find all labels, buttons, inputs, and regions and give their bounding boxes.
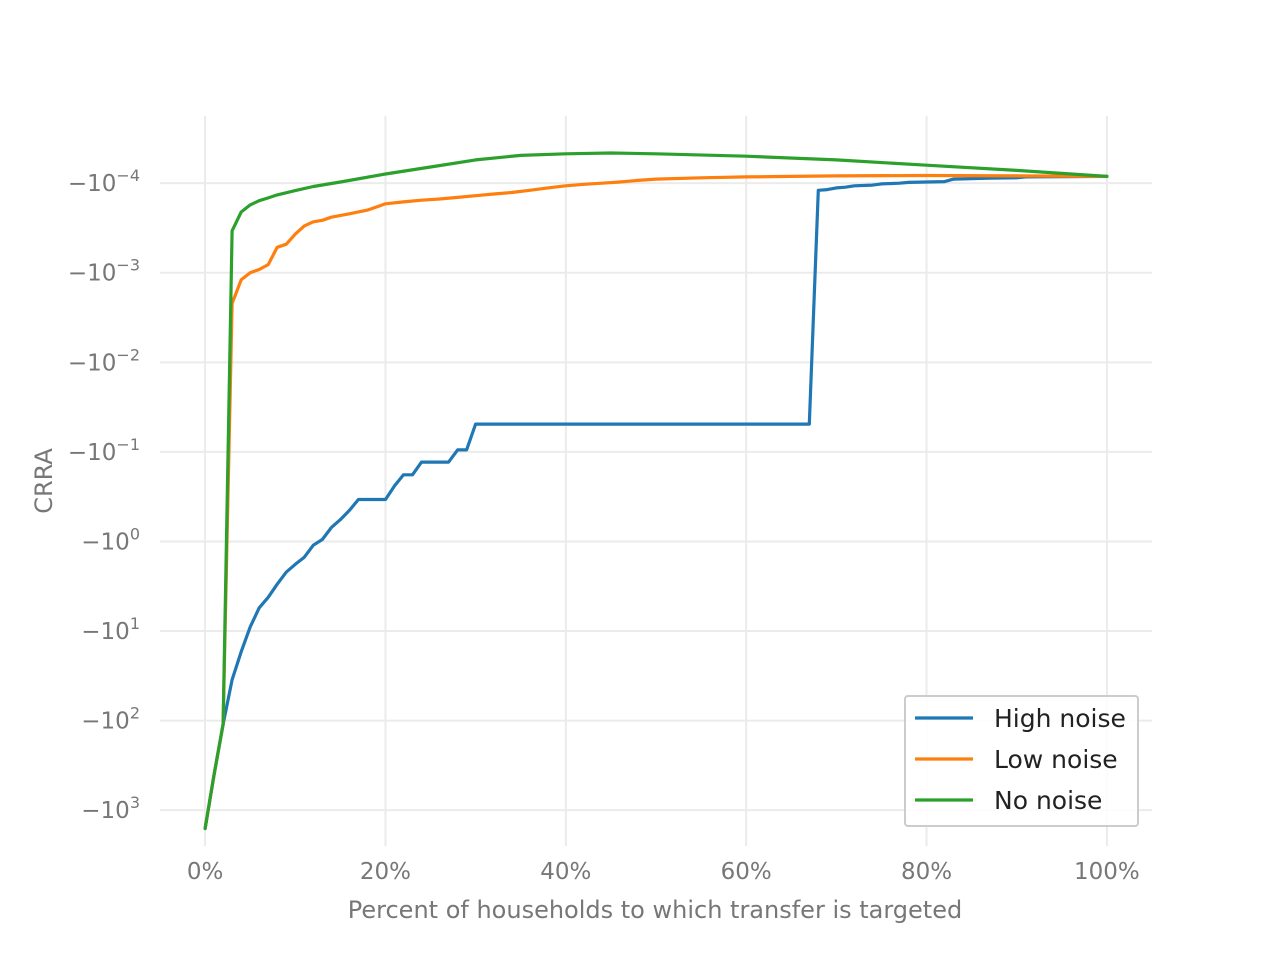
y-tick-base: −10 <box>68 440 117 466</box>
y-tick-base: −10 <box>81 709 130 735</box>
y-tick-exponent: −1 <box>116 435 140 454</box>
series-line-low-noise <box>203 173 1109 831</box>
y-tick-exponent: 0 <box>130 524 140 543</box>
x-tick-label: 60% <box>721 859 772 885</box>
y-tick-exponent: −4 <box>116 166 140 185</box>
legend: High noise Low noise No noise <box>904 695 1139 827</box>
x-tick-label: 20% <box>360 859 411 885</box>
y-tick-base: −10 <box>81 798 130 824</box>
y-tick-base: −10 <box>68 261 117 287</box>
y-tick-base: −10 <box>68 350 117 376</box>
y-tick-base: −10 <box>68 171 117 197</box>
x-axis-title: Percent of households to which transfer … <box>348 896 962 924</box>
y-tick-exponent: 2 <box>130 704 140 723</box>
x-tick-label: 100% <box>1074 859 1140 885</box>
y-tick-exponent: 3 <box>130 793 140 812</box>
legend-label: No noise <box>994 786 1102 815</box>
y-tick-labels: −10−4−10−3−10−2−10−1−100−101−102−103 <box>68 166 140 824</box>
x-tick-label: 40% <box>540 859 591 885</box>
y-tick-exponent: −2 <box>116 345 140 364</box>
x-tick-label: 80% <box>901 859 952 885</box>
y-tick-label: −102 <box>81 704 140 735</box>
legend-box <box>904 695 1139 827</box>
series-line-no-noise <box>203 151 1109 831</box>
y-tick-label: −100 <box>81 524 140 555</box>
legend-label: High noise <box>994 704 1126 733</box>
y-tick-base: −10 <box>81 619 130 645</box>
x-tick-label: 0% <box>187 859 224 885</box>
y-tick-label: −10−3 <box>68 256 140 287</box>
legend-label: Low noise <box>994 745 1118 774</box>
series-line-high-noise <box>203 174 1109 831</box>
y-tick-exponent: −3 <box>116 256 140 275</box>
y-tick-base: −10 <box>81 529 130 555</box>
y-tick-label: −103 <box>81 793 140 824</box>
legend-items: High noise Low noise No noise <box>915 704 1126 815</box>
x-tick-labels: 0% 20% 40% 60% 80% 100% <box>187 859 1140 885</box>
y-axis-title: CRRA <box>30 448 58 514</box>
y-tick-label: −101 <box>81 614 140 645</box>
y-tick-label: −10−2 <box>68 345 140 376</box>
y-tick-exponent: 1 <box>130 614 140 633</box>
y-tick-label: −10−4 <box>68 166 140 197</box>
series-lines <box>203 151 1109 831</box>
y-tick-label: −10−1 <box>68 435 140 466</box>
